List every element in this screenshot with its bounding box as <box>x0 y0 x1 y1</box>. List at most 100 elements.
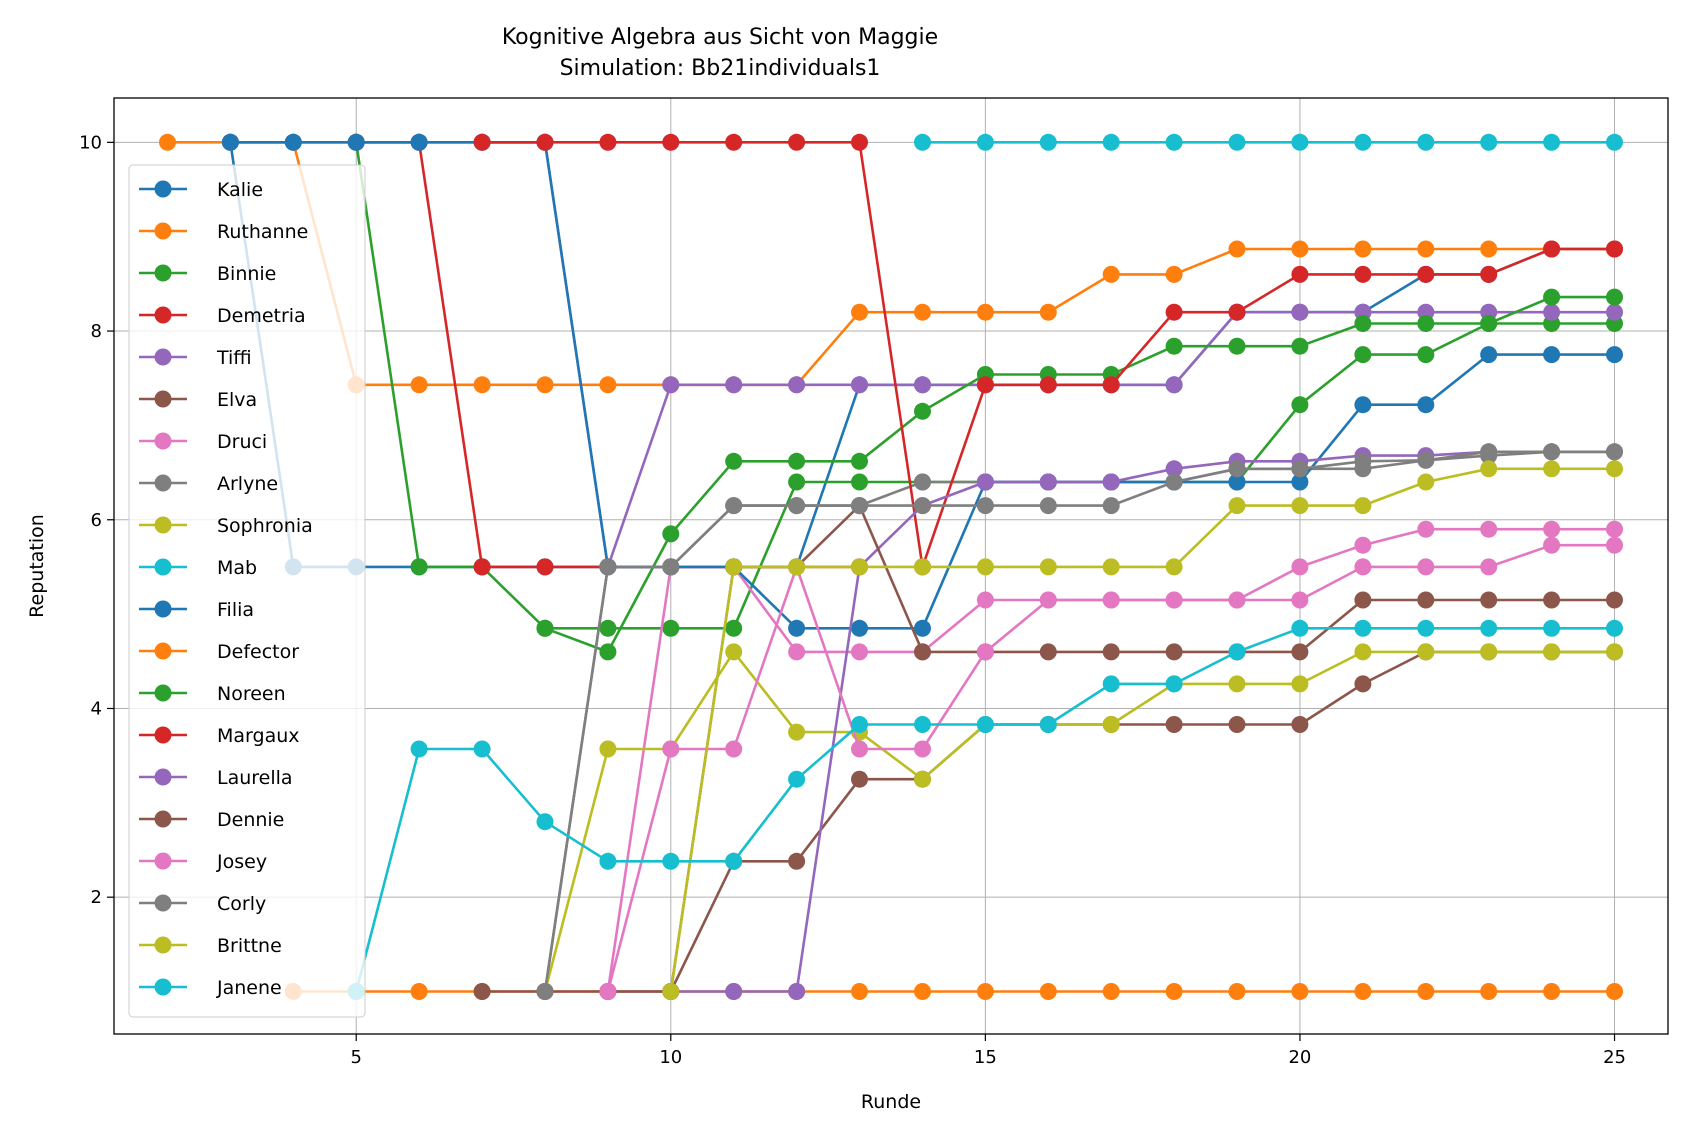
data-point <box>788 452 806 470</box>
data-point <box>1354 452 1372 470</box>
legend-label: Tiffi <box>216 347 252 369</box>
data-point <box>1102 591 1120 609</box>
data-point <box>976 303 994 321</box>
legend-label: Demetria <box>217 305 306 327</box>
data-point <box>1291 240 1309 258</box>
data-point <box>788 376 806 394</box>
data-point <box>473 376 491 394</box>
data-point <box>1354 591 1372 609</box>
data-point <box>1354 133 1372 151</box>
legend-item: Mab <box>139 557 257 579</box>
series-corly <box>536 443 1623 1000</box>
data-point <box>473 740 491 758</box>
data-point <box>851 303 868 321</box>
data-point <box>851 983 868 1000</box>
legend-marker <box>154 180 172 198</box>
data-point <box>1291 133 1309 151</box>
plot-frame <box>113 97 1669 1035</box>
legend-label: Ruthanne <box>217 221 308 243</box>
legend-label: Noreen <box>217 683 286 705</box>
data-point <box>1480 346 1498 364</box>
data-point <box>1480 591 1498 609</box>
data-point <box>1480 619 1498 637</box>
data-point <box>1606 619 1623 637</box>
data-point <box>473 558 491 576</box>
x-axis-label: Runde <box>861 1091 921 1113</box>
data-point <box>1291 619 1309 637</box>
legend-label: Margaux <box>217 725 300 747</box>
data-point <box>851 558 868 576</box>
data-point <box>662 133 680 151</box>
data-point <box>1417 520 1435 538</box>
data-point <box>725 852 743 870</box>
legend-label: Dennie <box>217 809 284 831</box>
data-point <box>1039 497 1057 515</box>
data-point <box>1480 133 1498 151</box>
legend-item: Elva <box>139 389 257 411</box>
data-point <box>1228 591 1246 609</box>
data-point <box>914 619 931 637</box>
data-point <box>1165 716 1183 733</box>
data-point <box>473 983 491 1000</box>
data-point <box>1606 133 1623 151</box>
data-point <box>1606 240 1623 258</box>
data-point <box>976 716 994 733</box>
data-point <box>536 813 554 831</box>
legend-marker <box>154 936 172 954</box>
legend-label: Druci <box>217 431 267 453</box>
data-point <box>1102 983 1120 1000</box>
x-tick-label: 20 <box>1288 1047 1311 1068</box>
chart-title: Kognitive Algebra aus Sicht von Maggie <box>502 25 938 50</box>
data-point <box>662 852 680 870</box>
series-brittne <box>662 460 1623 1000</box>
data-point <box>851 716 868 733</box>
data-point <box>1543 619 1561 637</box>
data-point <box>851 770 868 788</box>
data-point <box>1606 643 1623 661</box>
legend: Kalie Ruthanne Binnie Demetria Tiffi Elva Druc… <box>128 164 366 1018</box>
data-point <box>1291 473 1309 491</box>
data-point <box>851 133 868 151</box>
legend-label: Defector <box>217 641 299 663</box>
data-point <box>1417 643 1435 661</box>
data-point <box>662 525 680 543</box>
data-point <box>1039 303 1057 321</box>
legend-marker <box>154 348 172 366</box>
legend-item: Noreen <box>139 683 286 705</box>
data-point <box>1480 643 1498 661</box>
legend-item: Arlyne <box>139 473 278 495</box>
legend-marker <box>154 432 172 450</box>
chart-subtitle: Simulation: Bb21individuals1 <box>560 56 881 81</box>
data-point <box>1606 443 1623 461</box>
data-point <box>788 558 806 576</box>
data-point <box>914 770 931 788</box>
legend-marker <box>154 726 172 744</box>
data-point <box>1543 303 1561 321</box>
legend-marker <box>154 474 172 492</box>
data-point <box>851 619 868 637</box>
legend-item: Filia <box>139 599 254 621</box>
legend-item: Ruthanne <box>139 221 308 243</box>
data-point <box>1228 983 1246 1000</box>
legend-item: Laurella <box>139 767 293 789</box>
data-point <box>410 376 428 394</box>
data-point <box>662 740 680 758</box>
data-point <box>1417 265 1435 283</box>
data-point <box>1165 376 1183 394</box>
x-tick-label: 25 <box>1603 1047 1626 1068</box>
data-point <box>914 376 931 394</box>
data-point <box>599 133 617 151</box>
data-point <box>1417 240 1435 258</box>
legend-item: Margaux <box>139 725 300 747</box>
series-janene <box>347 619 1623 1000</box>
data-point <box>1228 675 1246 693</box>
data-point <box>851 376 868 394</box>
data-point <box>725 376 743 394</box>
legend-item: Brittne <box>139 935 282 957</box>
data-point <box>914 643 931 661</box>
data-point <box>914 303 931 321</box>
legend-item: Corly <box>139 893 266 915</box>
data-point <box>1354 536 1372 554</box>
legend-marker <box>154 558 172 576</box>
data-point <box>1165 337 1183 355</box>
